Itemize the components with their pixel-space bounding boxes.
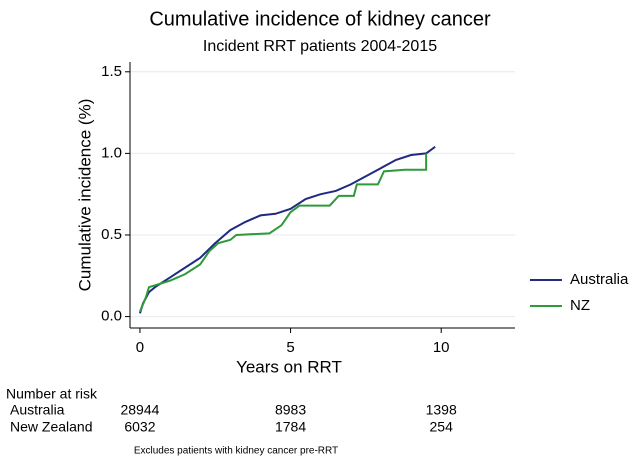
legend-label: NZ — [570, 297, 590, 314]
y-axis-label: Cumulative incidence (%) — [75, 99, 94, 292]
y-tick-label: 1.0 — [101, 144, 122, 161]
y-tick-label: 0.5 — [101, 226, 122, 243]
risk-count: 28944 — [120, 402, 159, 418]
chart-subtitle: Incident RRT patients 2004-2015 — [203, 38, 437, 55]
footnote: Excludes patients with kidney cancer pre… — [134, 446, 338, 457]
y-tick-label: 1.5 — [101, 63, 122, 80]
risk-row-label: New Zealand — [10, 419, 93, 435]
risk-count: 1398 — [426, 402, 457, 418]
x-tick-label: 0 — [136, 339, 144, 356]
x-tick-label: 10 — [433, 339, 450, 356]
risk-table-title: Number at risk — [6, 386, 98, 402]
chart-title: Cumulative incidence of kidney cancer — [149, 8, 491, 30]
y-tick-label: 0.0 — [101, 308, 122, 325]
risk-count: 6032 — [124, 419, 155, 435]
series-line — [138, 146, 436, 314]
risk-count: 8983 — [275, 402, 306, 418]
legend-label: Australia — [570, 271, 629, 288]
risk-count: 254 — [430, 419, 454, 435]
series-line — [139, 153, 428, 313]
risk-row-label: Australia — [10, 402, 65, 418]
x-axis-label: Years on RRT — [236, 357, 342, 376]
risk-count: 1784 — [275, 419, 306, 435]
x-tick-label: 5 — [286, 339, 294, 356]
